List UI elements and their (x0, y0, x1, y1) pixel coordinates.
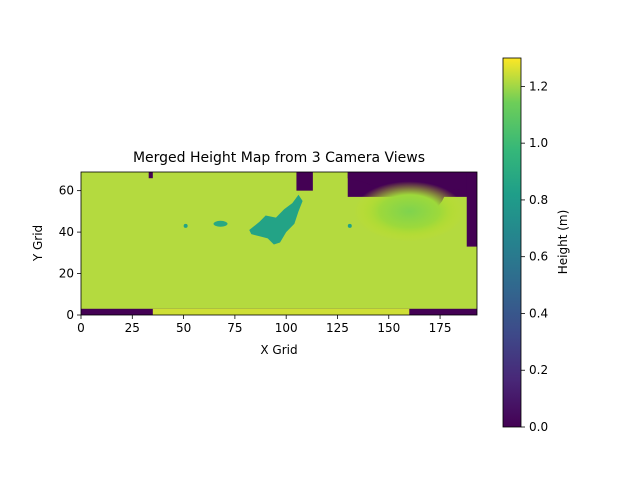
region-teal-patch (249, 194, 303, 245)
colorbar-label: Height (m) (556, 210, 570, 275)
colorbar-tick-label: 1.0 (529, 136, 548, 150)
y-tick-label: 60 (59, 184, 74, 198)
y-tick-label: 20 (59, 267, 74, 281)
region-top-left-gap (148, 172, 153, 179)
region-small-patch-2 (183, 223, 188, 228)
y-tick-label: 0 (66, 308, 74, 322)
y-axis: 0 20 40 60 (59, 184, 81, 322)
plot-frame (80, 171, 478, 316)
x-tick-label: 0 (77, 321, 85, 335)
x-axis-label: X Grid (260, 343, 297, 357)
region-bottom-strip-raised (152, 308, 410, 315)
x-tick-label: 150 (377, 321, 400, 335)
region-small-patch-1 (213, 220, 228, 227)
x-tick-label: 100 (275, 321, 298, 335)
colorbar-tick-label: 0.6 (529, 250, 548, 264)
x-tick-label: 50 (176, 321, 191, 335)
colorbar-tick-label: 0.8 (529, 193, 548, 207)
x-tick-label: 25 (125, 321, 140, 335)
x-tick-label: 125 (326, 321, 349, 335)
colorbar-tick-label: 0.4 (529, 306, 548, 320)
region-top-middle-gap (296, 172, 313, 191)
x-tick-label: 75 (227, 321, 242, 335)
region-green-slope (354, 181, 465, 242)
colorbar-gradient (502, 57, 522, 428)
plot-area (81, 172, 477, 315)
chart-title: Merged Height Map from 3 Camera Views (133, 150, 425, 166)
y-tick-label: 40 (59, 225, 74, 239)
x-axis: 0 25 50 75 100 125 150 175 (77, 315, 452, 335)
region-small-patch-3 (347, 223, 352, 228)
y-axis-label: Y Grid (31, 225, 45, 262)
region-right-edge-gap (466, 172, 477, 247)
x-tick-label: 175 (429, 321, 452, 335)
colorbar-tick-label: 0.0 (529, 420, 548, 434)
colorbar-tick-label: 0.2 (529, 363, 548, 377)
colorbar: 0.0 0.2 0.4 0.6 0.8 1.0 1.2 (502, 57, 548, 434)
colorbar-tick-label: 1.2 (529, 79, 548, 93)
